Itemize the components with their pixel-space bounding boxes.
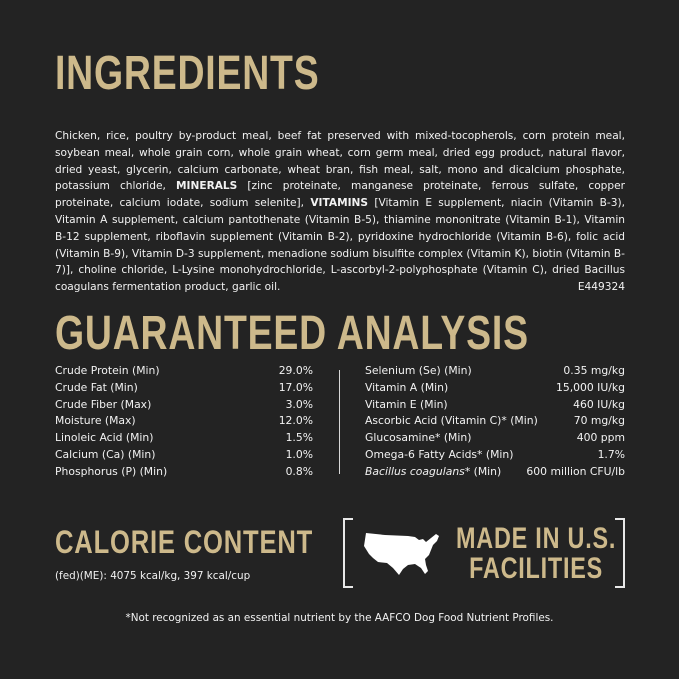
nutrient-value: 17.0% bbox=[278, 380, 313, 394]
nutrient-label: Bacillus coagulans* (Min) bbox=[365, 464, 501, 481]
vitamins-label: VITAMINS bbox=[310, 197, 369, 210]
nutrient-label: Omega-6 Fatty Acids* (Min) bbox=[365, 447, 514, 461]
analysis-row: Moisture (Max) 12.0% bbox=[55, 413, 313, 430]
nutrient-label: Selenium (Se) (Min) bbox=[365, 364, 472, 377]
analysis-row: Omega-6 Fatty Acids* (Min) 1.7% bbox=[365, 447, 625, 464]
nutrient-label: Linoleic Acid (Min) bbox=[55, 431, 154, 445]
nutrient-value: 29.0% bbox=[278, 364, 313, 377]
product-code: E449324 bbox=[577, 281, 625, 294]
nutrient-label: Moisture (Max) bbox=[55, 414, 136, 428]
made-in-usa-badge: MADE IN U.S. FACILITIES bbox=[343, 518, 625, 588]
guaranteed-analysis-title: GUARANTEED ANALYSIS bbox=[55, 307, 529, 360]
nutrient-label: Calcium (Ca) (Min) bbox=[55, 447, 156, 461]
nutrient-label: Vitamin E (Min) bbox=[365, 397, 448, 411]
analysis-row: Vitamin E (Min) 460 IU/kg bbox=[365, 397, 625, 414]
nutrient-label: Crude Fat (Min) bbox=[55, 380, 138, 394]
ingredients-text: [Vitamin E supplement, niacin (Vitamin B… bbox=[55, 197, 625, 294]
nutrient-value: 0.8% bbox=[285, 464, 313, 478]
usa-map-icon bbox=[364, 533, 439, 575]
analysis-row: Crude Protein (Min) 29.0% bbox=[55, 363, 313, 380]
analysis-right-column: Selenium (Se) (Min) 0.35 mg/kg Vitamin A (… bbox=[365, 363, 625, 481]
analysis-row: Glucosamine* (Min) 400 ppm bbox=[365, 430, 625, 447]
nutrient-value: 460 IU/kg bbox=[573, 397, 625, 411]
analysis-left-column: Crude Protein (Min) 29.0% Crude Fat (Min) 1… bbox=[55, 363, 313, 481]
nutrient-value: 1.7% bbox=[597, 447, 625, 461]
nutrient-label: Crude Fiber (Max) bbox=[55, 397, 152, 411]
badge-line-2: FACILITIES bbox=[469, 552, 604, 585]
nutrient-value: 600 million CFU/lb bbox=[526, 464, 625, 478]
nutrient-label: Phosphorus (P) (Min) bbox=[55, 464, 168, 478]
ingredients-title: INGREDIENTS bbox=[55, 47, 320, 100]
analysis-row: Ascorbic Acid (Vitamin C)* (Min) 70 mg/kg bbox=[365, 413, 625, 430]
nutrient-value: 15,000 IU/kg bbox=[555, 380, 625, 394]
ingredients-text: Chicken, rice, poultry by-product meal, … bbox=[55, 130, 625, 193]
nutrient-label-italic: Bacillus coagulans bbox=[365, 464, 465, 478]
calorie-content-text: (fed)(ME): 4075 kcal/kg, 397 kcal/cup bbox=[55, 570, 251, 582]
nutrient-label-rest: * (Min) bbox=[464, 464, 502, 478]
nutrient-value: 3.0% bbox=[285, 397, 313, 411]
nutrient-value: 12.0% bbox=[278, 414, 313, 428]
badge-line-1: MADE IN U.S. bbox=[456, 522, 617, 555]
column-divider bbox=[339, 370, 340, 474]
nutrient-value: 1.5% bbox=[285, 431, 313, 445]
ingredients-list: Chicken, rice, poultry by-product meal, … bbox=[55, 128, 625, 296]
analysis-row: Crude Fiber (Max) 3.0% bbox=[55, 397, 313, 414]
nutrient-label: Ascorbic Acid (Vitamin C)* (Min) bbox=[365, 414, 538, 428]
nutrient-label: Vitamin A (Min) bbox=[365, 380, 449, 394]
analysis-row: Calcium (Ca) (Min) 1.0% bbox=[55, 447, 313, 464]
calorie-content-title: CALORIE CONTENT bbox=[55, 524, 314, 560]
ingredients-text: [zinc proteinate, manganese proteinate, … bbox=[55, 180, 626, 210]
minerals-label: MINERALS bbox=[175, 180, 238, 193]
analysis-row: Selenium (Se) (Min) 0.35 mg/kg bbox=[365, 363, 625, 380]
analysis-row: Phosphorus (P) (Min) 0.8% bbox=[55, 464, 313, 481]
analysis-row: Crude Fat (Min) 17.0% bbox=[55, 380, 313, 397]
nutrient-label: Crude Protein (Min) bbox=[55, 364, 160, 377]
footnote: *Not recognized as an essential nutrient… bbox=[125, 612, 554, 624]
nutrient-label: Glucosamine* (Min) bbox=[365, 431, 472, 445]
analysis-row: Bacillus coagulans* (Min) 600 million CFU… bbox=[365, 464, 625, 481]
made-in-usa-text: MADE IN U.S. FACILITIES bbox=[456, 524, 616, 584]
nutrient-value: 70 mg/kg bbox=[573, 414, 625, 428]
analysis-row: Vitamin A (Min) 15,000 IU/kg bbox=[365, 380, 625, 397]
right-bracket bbox=[615, 518, 625, 588]
nutrient-value: 0.35 mg/kg bbox=[563, 364, 625, 377]
nutrient-value: 1.0% bbox=[285, 447, 313, 461]
left-bracket bbox=[343, 518, 353, 588]
nutrient-value: 400 ppm bbox=[576, 431, 625, 445]
analysis-row: Linoleic Acid (Min) 1.5% bbox=[55, 430, 313, 447]
